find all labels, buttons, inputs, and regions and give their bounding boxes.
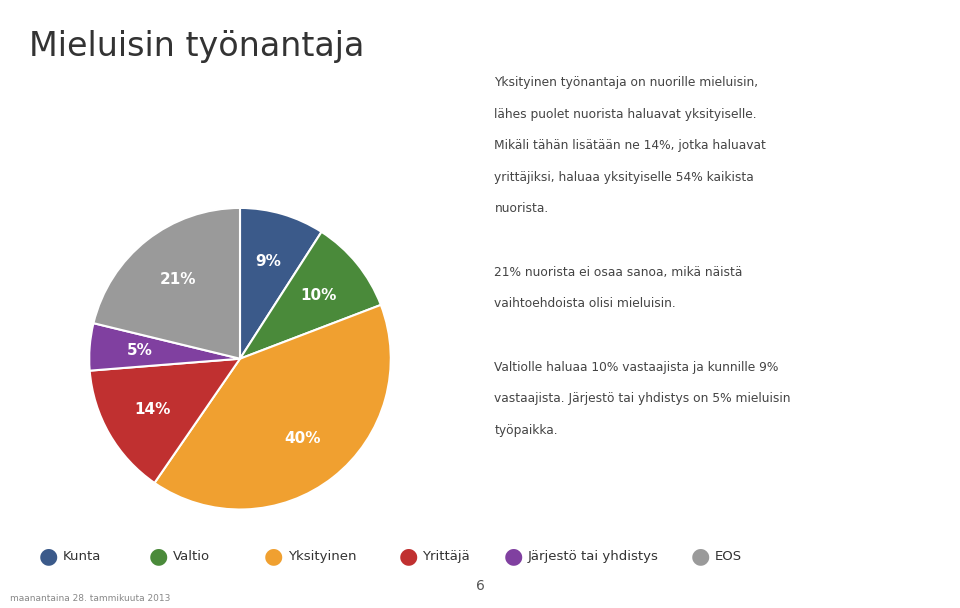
Text: ●: ● (691, 547, 710, 566)
Text: ●: ● (38, 547, 58, 566)
Text: vastaajista. Järjestö tai yhdistys on 5% mieluisin: vastaajista. Järjestö tai yhdistys on 5%… (494, 392, 791, 405)
Text: Valtiolle haluaa 10% vastaajista ja kunnille 9%: Valtiolle haluaa 10% vastaajista ja kunn… (494, 361, 779, 373)
Text: 10%: 10% (300, 288, 337, 303)
Text: yrittäjiksi, haluaa yksityiselle 54% kaikista: yrittäjiksi, haluaa yksityiselle 54% kai… (494, 171, 755, 184)
Text: Valtio: Valtio (173, 550, 210, 563)
Text: ●: ● (398, 547, 418, 566)
Text: Yrittäjä: Yrittäjä (422, 550, 470, 563)
Text: Järjestö tai yhdistys: Järjestö tai yhdistys (528, 550, 659, 563)
Text: Kunta: Kunta (62, 550, 101, 563)
Text: ●: ● (149, 547, 168, 566)
Wedge shape (155, 305, 391, 510)
Text: työpaikka.: työpaikka. (494, 424, 558, 437)
Text: ●: ● (264, 547, 283, 566)
Text: 14%: 14% (134, 402, 171, 416)
Text: 5%: 5% (127, 343, 153, 358)
Text: Mikäli tähän lisätään ne 14%, jotka haluavat: Mikäli tähän lisätään ne 14%, jotka halu… (494, 139, 766, 152)
Text: Yksityinen: Yksityinen (288, 550, 356, 563)
Text: nuorista.: nuorista. (494, 202, 549, 215)
Text: Mieluisin työnantaja: Mieluisin työnantaja (29, 30, 364, 63)
Text: 40%: 40% (284, 430, 321, 446)
Text: lähes puolet nuorista haluavat yksityiselle.: lähes puolet nuorista haluavat yksityise… (494, 108, 757, 120)
Wedge shape (240, 232, 381, 359)
Wedge shape (93, 208, 240, 359)
Text: EOS: EOS (715, 550, 742, 563)
Text: 9%: 9% (255, 254, 281, 269)
Text: Yksityinen työnantaja on nuorille mieluisin,: Yksityinen työnantaja on nuorille mielui… (494, 76, 758, 89)
Wedge shape (240, 208, 322, 359)
Text: 21% nuorista ei osaa sanoa, mikä näistä: 21% nuorista ei osaa sanoa, mikä näistä (494, 266, 743, 278)
Wedge shape (89, 359, 240, 483)
Wedge shape (89, 323, 240, 371)
Text: maanantaina 28. tammikuuta 2013: maanantaina 28. tammikuuta 2013 (10, 594, 170, 603)
Text: ●: ● (504, 547, 523, 566)
Text: 21%: 21% (159, 272, 196, 287)
Text: vaihtoehdoista olisi mieluisin.: vaihtoehdoista olisi mieluisin. (494, 297, 676, 310)
Text: 6: 6 (475, 579, 485, 593)
